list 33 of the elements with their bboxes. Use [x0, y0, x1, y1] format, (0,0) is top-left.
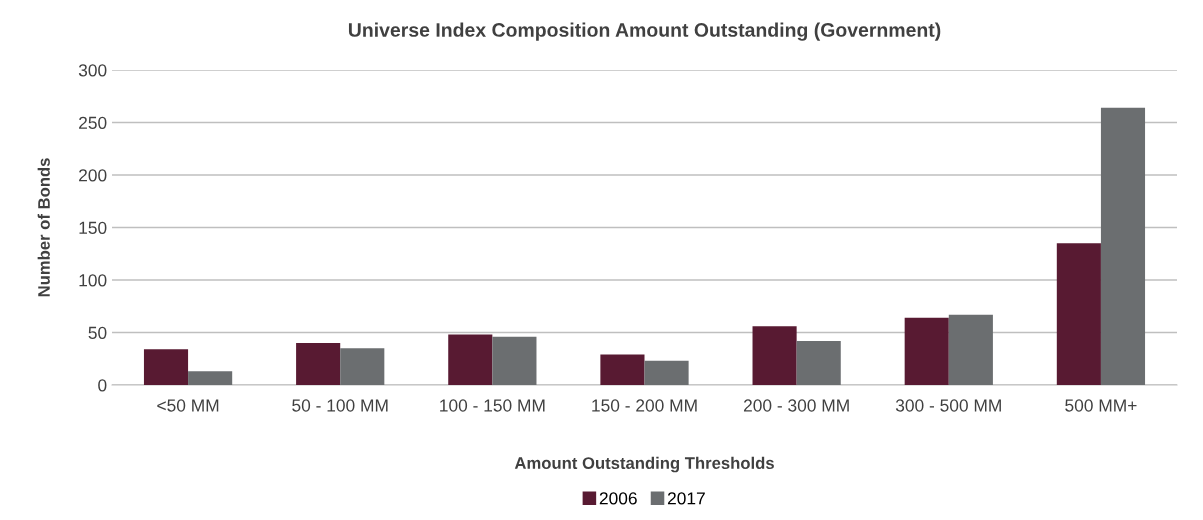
x-tick-label: 500 MM+ [1065, 399, 1137, 412]
y-tick-label: 200 [79, 169, 107, 182]
x-axis-title: Amount Outstanding Thresholds [514, 456, 774, 473]
x-tick-label: 300 - 500 MM [895, 399, 1001, 412]
x-tick-label: <50 MM [157, 399, 219, 412]
bar [340, 348, 385, 385]
y-tick-label: 150 [79, 221, 107, 234]
bar [296, 343, 341, 385]
y-axis-title: Number of Bonds [37, 158, 50, 297]
bar [448, 334, 493, 385]
bar [752, 326, 797, 385]
legend-label: 2006 [599, 492, 637, 505]
x-tick-label: 100 - 150 MM [440, 399, 545, 412]
y-tick-label: 50 [88, 326, 107, 339]
bar [188, 371, 233, 385]
bar [600, 354, 645, 385]
legend-label: 2017 [667, 492, 705, 505]
bar [948, 314, 993, 385]
y-tick-label: 250 [79, 116, 107, 129]
bar [904, 317, 949, 385]
x-tick-label: 50 - 100 MM [292, 399, 388, 412]
y-tick-label: 0 [98, 379, 107, 392]
x-tick-label: 200 - 300 MM [743, 399, 849, 412]
bar [143, 349, 189, 385]
bar [796, 340, 841, 385]
x-tick-label: 150 - 200 MM [592, 399, 697, 412]
bar [1056, 243, 1101, 385]
bar [644, 360, 689, 385]
y-tick-label: 300 [78, 64, 107, 77]
y-tick-label: 100 [79, 274, 107, 287]
bar [1100, 107, 1146, 385]
chart-title: Universe Index Composition Amount Outstanding (Government) [348, 22, 941, 41]
bar [492, 336, 537, 385]
